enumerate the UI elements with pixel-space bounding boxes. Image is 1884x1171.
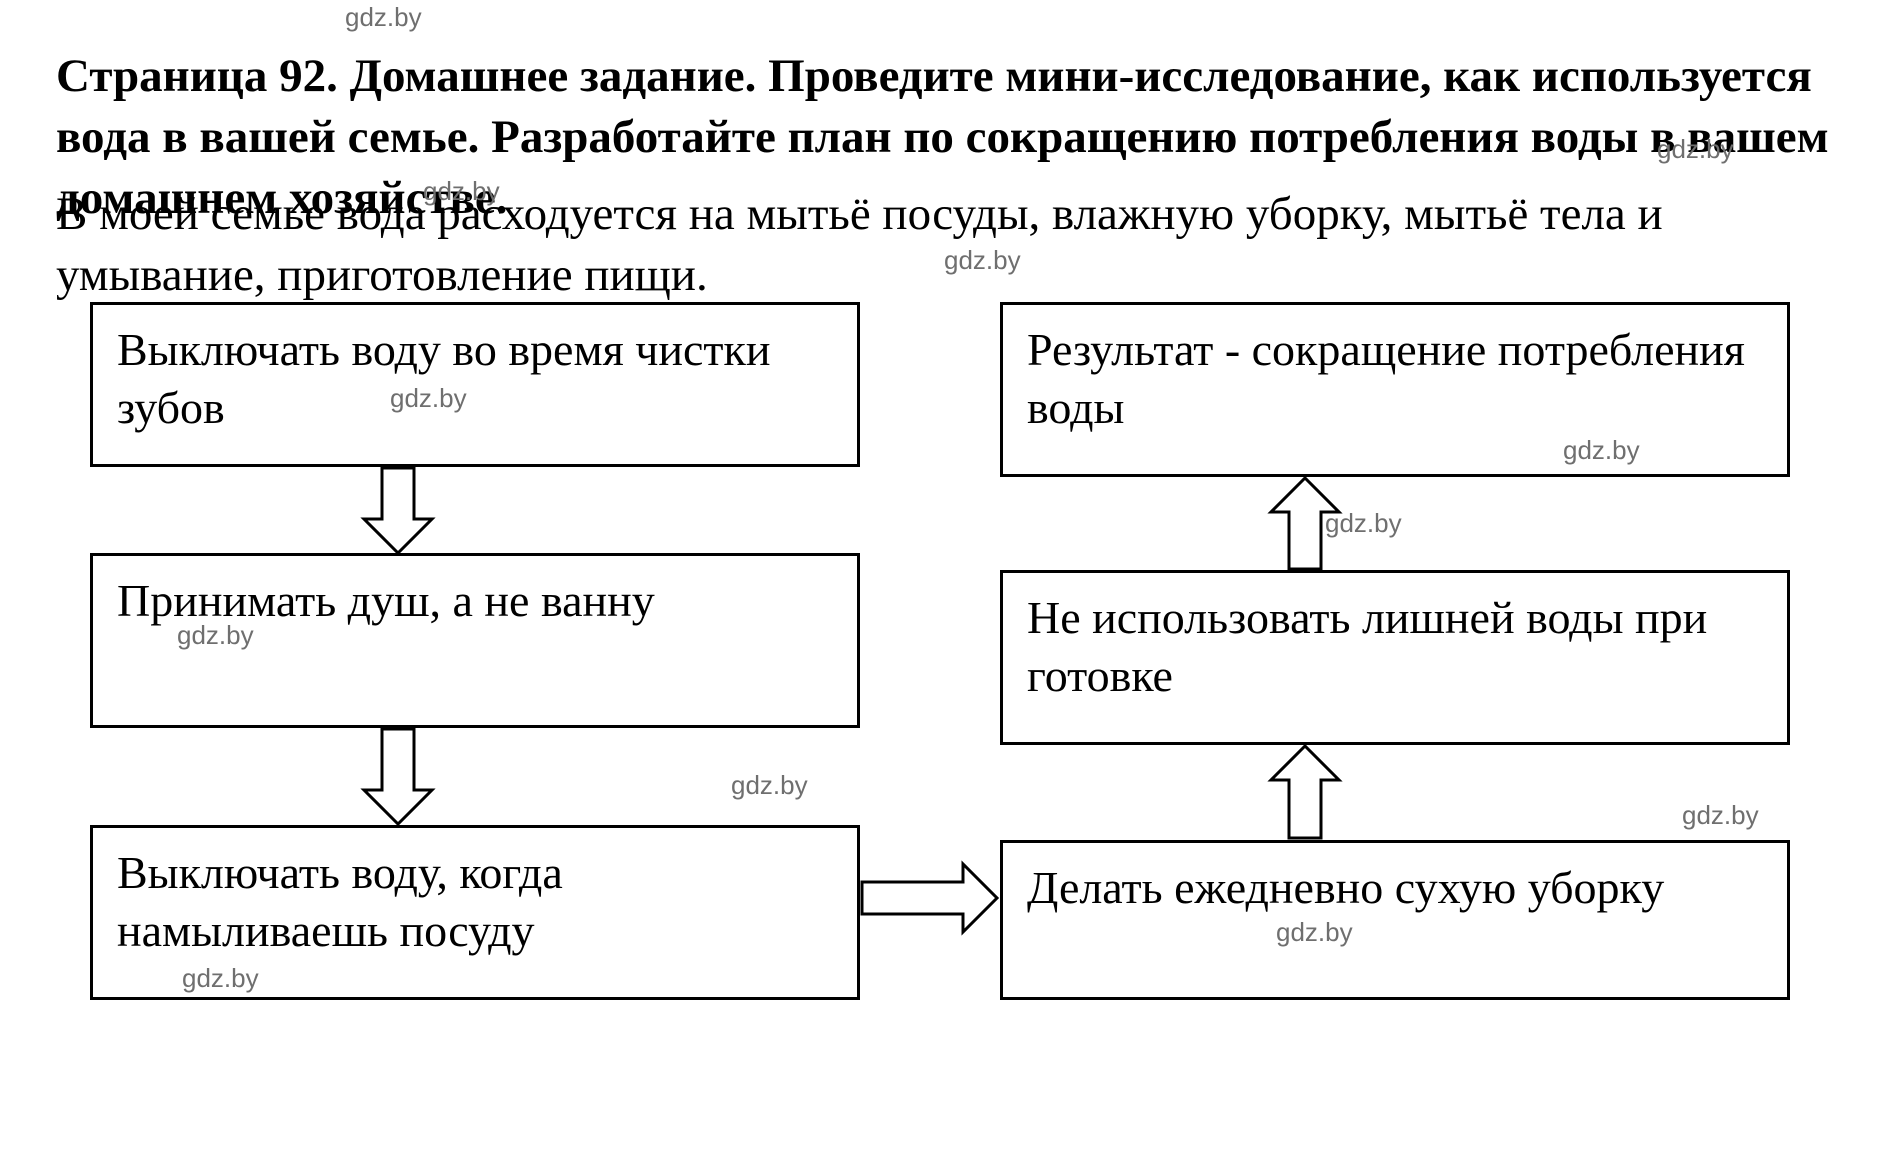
flow-node-1: Выключать воду во время чистки зубов xyxy=(90,302,860,467)
watermark: gdz.by xyxy=(1276,917,1353,948)
watermark: gdz.by xyxy=(1682,800,1759,831)
watermark: gdz.by xyxy=(345,2,422,33)
watermark: gdz.by xyxy=(731,770,808,801)
flow-node-5: Не использовать лишней воды при готовке xyxy=(1000,570,1790,745)
watermark: gdz.by xyxy=(944,245,1021,276)
flow-node-result: Результат - сокращение потребления воды xyxy=(1000,302,1790,477)
flow-arrow xyxy=(364,729,432,828)
watermark: gdz.by xyxy=(1325,508,1402,539)
flow-arrow xyxy=(1271,746,1339,842)
watermark: gdz.by xyxy=(177,620,254,651)
watermark: gdz.by xyxy=(423,176,500,207)
flow-arrow xyxy=(364,468,432,557)
watermark: gdz.by xyxy=(182,963,259,994)
watermark: gdz.by xyxy=(1563,435,1640,466)
flow-node-4: Делать ежедневно сухую уборку xyxy=(1000,840,1790,1000)
watermark: gdz.by xyxy=(390,383,467,414)
watermark: gdz.by xyxy=(1657,134,1734,165)
flow-arrow xyxy=(862,864,1001,932)
